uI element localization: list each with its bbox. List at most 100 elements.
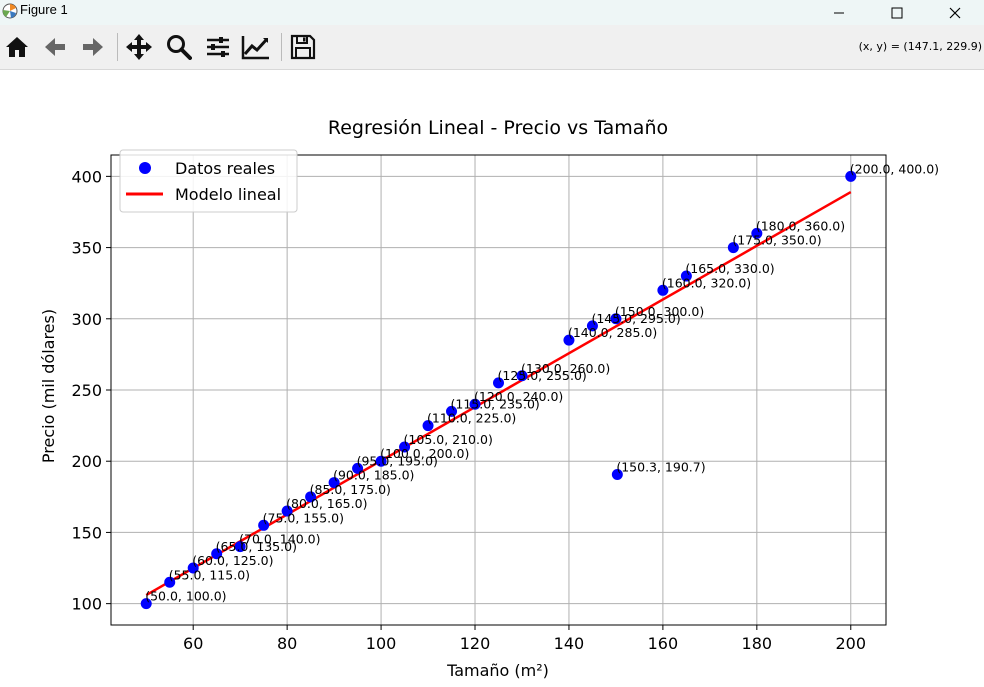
data-point: [375, 455, 387, 467]
data-point: [399, 441, 411, 453]
edit-axis-button[interactable]: [241, 33, 271, 61]
data-point: [140, 598, 152, 610]
x-tick-label: 160: [648, 634, 679, 653]
x-tick-label: 80: [277, 634, 297, 653]
point-annotation: (175.0, 350.0): [732, 233, 821, 248]
legend: Datos reales Modelo lineal: [119, 149, 298, 213]
forward-arrow-icon: [83, 38, 103, 56]
close-button[interactable]: [932, 0, 978, 25]
point-annotation: (125.0, 255.0): [498, 368, 587, 383]
x-tick-label: 180: [742, 634, 773, 653]
data-point: [845, 170, 857, 182]
y-axis-label: Precio (mil dólares): [39, 309, 58, 463]
zoom-icon: [167, 35, 192, 60]
data-points-group: [140, 170, 857, 610]
point-annotation: (150.0, 300.0): [615, 304, 704, 319]
save-icon: [290, 34, 316, 60]
point-annotation: (115.0, 235.0): [451, 396, 540, 411]
data-point: [727, 242, 739, 254]
point-annotation: (110.0, 225.0): [427, 411, 516, 426]
y-tick-label: 150: [71, 523, 102, 542]
data-point: [657, 284, 669, 296]
window-title: Figure 1: [20, 2, 68, 17]
data-point: [469, 398, 481, 410]
data-point: [305, 491, 317, 503]
subplots-config-button[interactable]: [203, 33, 233, 61]
point-annotation: (165.0, 330.0): [685, 261, 774, 276]
data-point: [680, 270, 692, 282]
data-point: [422, 420, 434, 432]
matplotlib-app-icon: [2, 3, 18, 19]
legend-marker-points: [139, 162, 151, 174]
save-button[interactable]: [288, 33, 318, 61]
x-axis-label: Tamaño (m²): [446, 661, 549, 680]
point-annotation: (200.0, 400.0): [850, 161, 939, 176]
point-annotation: (145.0, 295.0): [591, 311, 680, 326]
data-point: [258, 519, 270, 531]
back-arrow-icon: [45, 38, 65, 56]
minimize-icon: [834, 12, 844, 13]
data-point: [610, 313, 622, 325]
minimize-button[interactable]: [816, 0, 862, 25]
home-icon: [6, 37, 28, 57]
point-annotation: (65.0, 135.0): [216, 539, 297, 554]
home-button[interactable]: [2, 33, 32, 61]
y-tick-label: 300: [71, 310, 102, 329]
point-annotation: (100.0, 200.0): [380, 446, 469, 461]
y-tick-label: 250: [71, 381, 102, 400]
point-annotation: (55.0, 115.0): [169, 567, 250, 582]
legend-box: [119, 149, 298, 213]
data-point: [281, 505, 293, 517]
point-annotation: (75.0, 155.0): [263, 510, 344, 525]
close-icon: [949, 7, 961, 18]
zoom-button[interactable]: [164, 33, 194, 61]
toolbar-separator: [117, 33, 118, 61]
data-point: [234, 541, 246, 553]
data-point: [164, 576, 176, 588]
pan-icon: [126, 34, 152, 60]
point-annotation: (105.0, 210.0): [404, 432, 493, 447]
maximize-button[interactable]: [874, 0, 920, 25]
y-tick-label: 400: [71, 167, 102, 186]
subplots-config-icon: [207, 37, 229, 57]
point-annotation: (70.0, 140.0): [239, 532, 320, 547]
figure-canvas[interactable]: (50.0, 100.0)(55.0, 115.0)(60.0, 125.0)(…: [0, 70, 984, 687]
point-annotation: (90.0, 185.0): [333, 468, 414, 483]
point-annotation: (120.0, 240.0): [474, 389, 563, 404]
point-annotation: (180.0, 360.0): [756, 218, 845, 233]
point-annotation: (130.0, 260.0): [521, 361, 610, 376]
data-point: [187, 562, 199, 574]
legend-label-points: Datos reales: [175, 159, 275, 178]
data-point: [446, 405, 458, 417]
toolbar-separator: [281, 33, 282, 61]
legend-label-line: Modelo lineal: [175, 185, 281, 204]
data-point: [516, 370, 528, 382]
point-annotation: (140.0, 285.0): [568, 325, 657, 340]
x-tick-label: 200: [835, 634, 866, 653]
data-point: [211, 548, 223, 560]
maximize-icon: [891, 7, 903, 18]
point-annotation: (80.0, 165.0): [286, 496, 367, 511]
x-tick-label: 100: [366, 634, 397, 653]
toolbar: (x, y) = (147.1, 229.9): [0, 25, 984, 70]
point-annotation: (60.0, 125.0): [192, 553, 273, 568]
x-tick-label: 60: [183, 634, 203, 653]
title-bar: Figure 1: [0, 0, 984, 25]
point-annotation: (150.3, 190.7): [616, 459, 705, 474]
point-annotation: (85.0, 175.0): [310, 482, 391, 497]
y-tick-label: 100: [71, 595, 102, 614]
data-point: [586, 320, 598, 332]
pan-button[interactable]: [124, 33, 154, 61]
x-tick-label: 140: [554, 634, 585, 653]
data-point: [563, 334, 575, 346]
data-point: [493, 377, 504, 389]
chart-title: Regresión Lineal - Precio vs Tamaño: [328, 117, 668, 139]
data-point: [352, 462, 364, 474]
x-axis-ticks: 60 80 100 120 140 160 180 200: [183, 625, 866, 653]
y-tick-label: 200: [71, 452, 102, 471]
forward-button[interactable]: [78, 33, 108, 61]
y-axis-ticks: 100 150 200 250 300 350 400: [71, 167, 111, 614]
back-button[interactable]: [40, 33, 70, 61]
point-labels-group: (50.0, 100.0)(55.0, 115.0)(60.0, 125.0)(…: [145, 161, 939, 603]
cursor-coordinates: (x, y) = (147.1, 229.9): [858, 40, 982, 53]
